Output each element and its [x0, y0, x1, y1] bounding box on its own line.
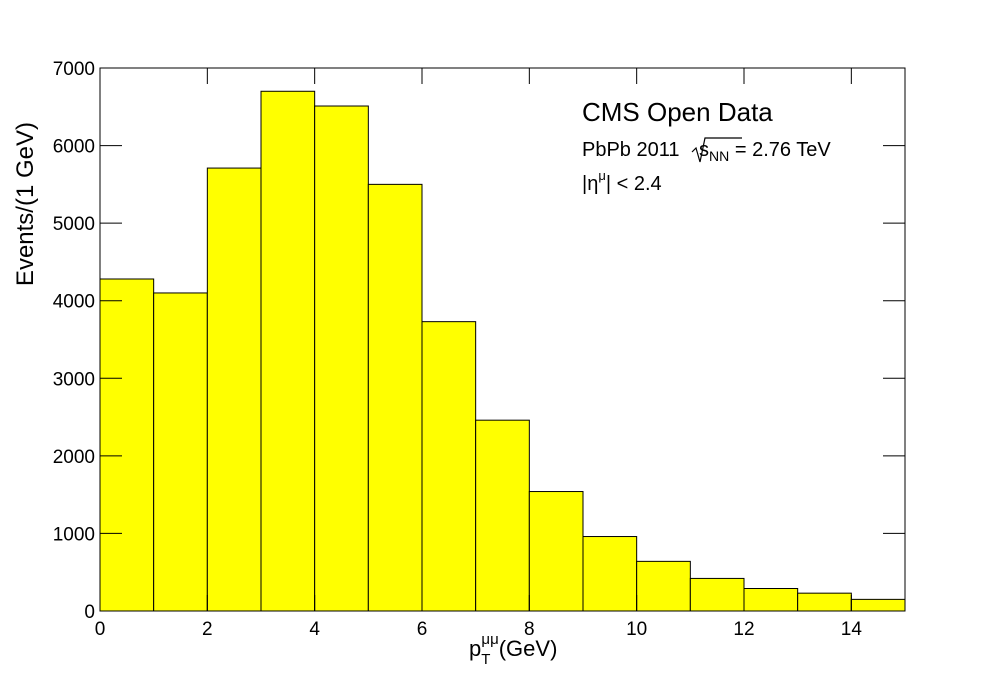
histogram-bar [797, 592, 852, 612]
x-tick-label: 4 [309, 619, 320, 640]
x-title-sup: μμ [481, 631, 498, 648]
x-tick-label: 2 [202, 619, 213, 640]
x-tick-label: 10 [626, 619, 647, 640]
y-tick-label: 7000 [53, 59, 95, 80]
cut-pre: |η [582, 173, 598, 195]
x-tick-label: 6 [417, 619, 428, 640]
x-tick-label: 14 [841, 619, 863, 640]
y-tick-label: 3000 [53, 369, 95, 390]
cut-post: | < 2.4 [606, 173, 662, 195]
y-tick-label: 0 [84, 602, 95, 623]
y-tick-label: 2000 [53, 447, 95, 468]
histogram-bar [475, 419, 530, 612]
energy-post: = 2.76 TeV [729, 139, 831, 161]
x-tick-label: 8 [524, 619, 535, 640]
y-tick-label: 6000 [53, 137, 95, 158]
histogram-bar [421, 321, 477, 612]
histogram-bar [743, 588, 799, 612]
x-tick-label: 0 [95, 619, 106, 640]
annotation-cut: |ημ| < 2.4 [582, 168, 662, 195]
y-tick-label: 4000 [53, 292, 95, 313]
annotation-title: CMS Open Data [582, 97, 773, 127]
y-tick-label: 5000 [53, 214, 95, 235]
y-tick-label: 1000 [53, 524, 95, 545]
x-axis-title: pTμμ(GeV) [469, 631, 557, 668]
sqrt-sign [691, 137, 742, 163]
histogram-bar [206, 167, 262, 612]
x-title-sub: T [481, 651, 490, 668]
frame [99, 67, 906, 612]
x-title-unit: (GeV) [499, 636, 558, 661]
energy-pre: PbPb 2011 [582, 139, 685, 161]
histogram-bar [528, 491, 584, 612]
annotation-energy: PbPb 2011 sNN = 2.76 TeV [582, 139, 831, 164]
x-title-base: p [469, 636, 481, 661]
energy-sub: NN [709, 148, 729, 164]
x-tick-label: 12 [733, 619, 754, 640]
histogram-bar [850, 598, 906, 612]
y-axis-title: Events/(1 GeV) [12, 122, 39, 286]
plot-area [99, 90, 906, 612]
histogram-bar [260, 90, 316, 612]
histogram-bar [689, 577, 745, 612]
histogram-bar [99, 278, 155, 612]
histogram-bar [367, 183, 423, 612]
histogram-bar [582, 536, 638, 612]
energy-base: s [699, 139, 709, 161]
histogram-bar [636, 560, 691, 612]
histogram-bar [314, 105, 369, 612]
cut-sup: μ [598, 168, 606, 183]
histogram-bar [153, 292, 208, 612]
